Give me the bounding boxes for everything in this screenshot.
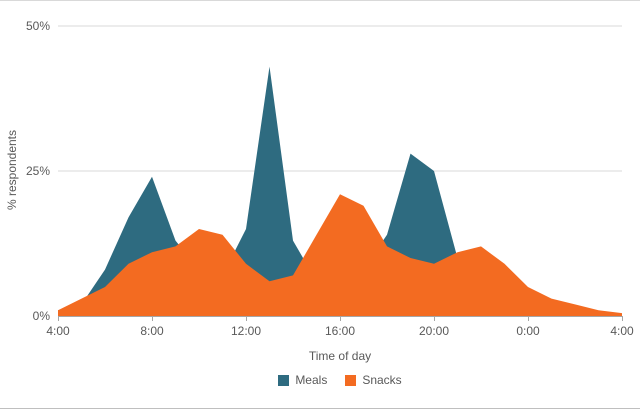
x-tick-label: 20:00 [418, 324, 450, 338]
x-tick-label: 12:00 [230, 324, 262, 338]
legend-item-snacks: Snacks [345, 373, 402, 387]
legend-swatch-meals [278, 374, 290, 386]
x-tick-label: 16:00 [324, 324, 356, 338]
legend-label: Meals [295, 373, 328, 387]
x-axis-title: Time of day [308, 349, 372, 363]
legend-swatch-snacks [345, 374, 357, 386]
y-tick-label: 0% [32, 309, 50, 323]
series-area-snacks [58, 194, 622, 316]
x-tick-label: 8:00 [140, 324, 164, 338]
legend-item-meals: Meals [278, 373, 327, 387]
x-tick-label: 0:00 [516, 324, 540, 338]
y-tick-label: 50% [25, 19, 50, 33]
legend-label: Snacks [362, 373, 402, 387]
legend: Meals Snacks [58, 373, 622, 387]
x-tick-label: 4:00 [610, 324, 634, 338]
x-tick-label: 4:00 [46, 324, 70, 338]
y-tick-label: 25% [25, 164, 50, 178]
